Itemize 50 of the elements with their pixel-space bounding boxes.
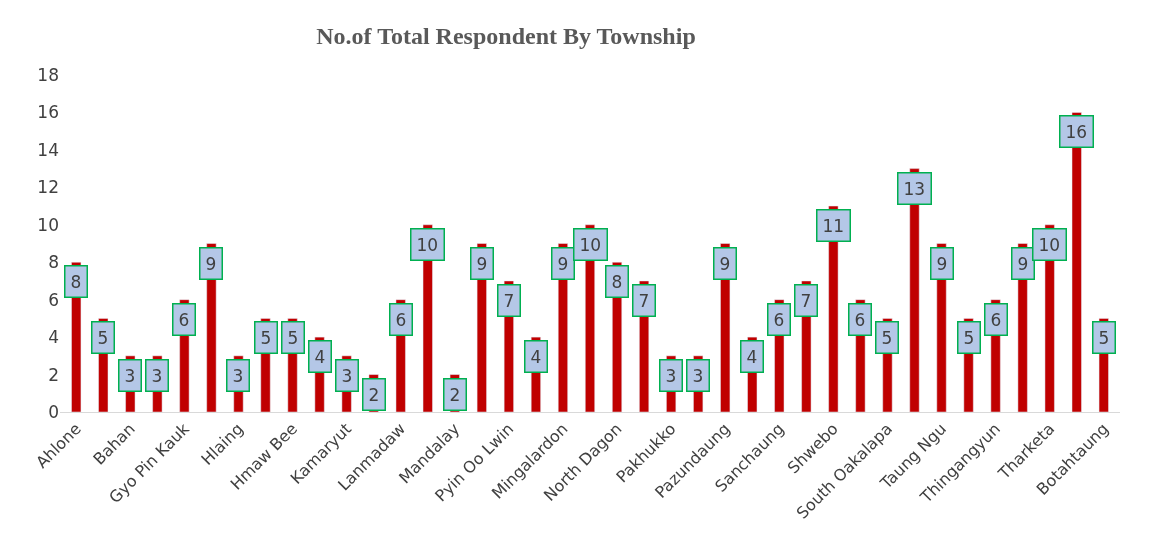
data-label: 4 [746, 346, 758, 367]
data-label: 8 [70, 271, 82, 292]
data-label: 9 [1017, 253, 1029, 274]
y-tick-label: 18 [37, 64, 59, 85]
data-label: 7 [800, 290, 812, 311]
data-label: 9 [719, 253, 731, 274]
data-label: 2 [368, 384, 380, 405]
y-tick-label: 14 [37, 139, 59, 160]
data-label: 5 [260, 327, 272, 348]
chart-title: No.of Total Respondent By Township [316, 22, 696, 49]
data-label: 3 [151, 365, 163, 386]
y-tick-label: 6 [48, 289, 59, 310]
data-label: 9 [476, 253, 488, 274]
data-label: 5 [881, 327, 893, 348]
data-label: 9 [557, 253, 569, 274]
y-tick-label: 12 [37, 177, 59, 198]
data-label: 10 [416, 234, 439, 255]
data-label: 5 [287, 327, 299, 348]
data-label: 5 [97, 327, 109, 348]
y-tick-label: 0 [48, 401, 59, 422]
data-label: 6 [395, 309, 407, 330]
data-label: 6 [773, 309, 785, 330]
data-label: 10 [1038, 234, 1061, 255]
data-label: 3 [232, 365, 244, 386]
data-label: 5 [963, 327, 975, 348]
data-label: 6 [990, 309, 1002, 330]
data-label: 8 [611, 271, 623, 292]
data-label: 6 [854, 309, 866, 330]
data-label: 5 [1098, 327, 1110, 348]
data-label: 6 [178, 309, 190, 330]
data-label: 3 [341, 365, 353, 386]
data-label: 7 [503, 290, 515, 311]
data-label: 9 [936, 253, 948, 274]
y-tick-label: 10 [37, 214, 59, 235]
data-label: 4 [314, 346, 326, 367]
data-label: 3 [665, 365, 677, 386]
data-label: 3 [692, 365, 704, 386]
data-label: 10 [579, 234, 602, 255]
data-label: 16 [1065, 121, 1088, 142]
data-label: 11 [822, 215, 845, 236]
data-label: 9 [205, 253, 217, 274]
data-label: 2 [449, 384, 461, 405]
y-tick-label: 16 [37, 102, 59, 123]
data-label: 4 [530, 346, 542, 367]
data-label: 7 [638, 290, 650, 311]
y-tick-label: 4 [48, 327, 59, 348]
y-tick-label: 2 [48, 364, 59, 385]
y-tick-label: 8 [48, 252, 59, 273]
data-label: 13 [903, 178, 926, 199]
data-label: 3 [124, 365, 136, 386]
